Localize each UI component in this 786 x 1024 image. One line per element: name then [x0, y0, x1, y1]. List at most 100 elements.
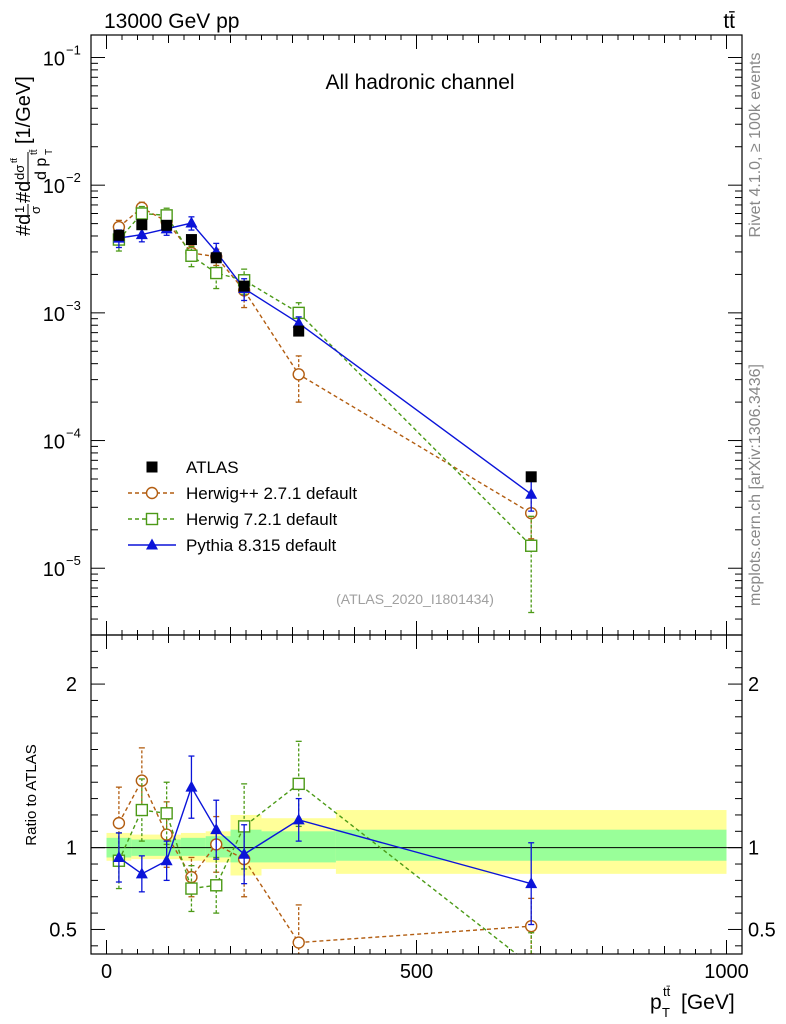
data-point — [135, 228, 148, 240]
legend-marker — [146, 538, 158, 550]
main-y-axis-label: #d 1 σ #d dσ tt̄ d p T tt̄ [1/GeV] — [9, 76, 55, 236]
analysis-tag: (ATLAS_2020_I1801434) — [336, 591, 494, 607]
mcplots-label: mcplots.cern.ch [arXiv:1306.3436] — [747, 364, 764, 606]
data-point — [292, 316, 305, 328]
ratio-data-point — [210, 823, 223, 835]
ratio-data-point — [238, 847, 251, 859]
x-label-main: p — [650, 991, 662, 1014]
legend-entry: Herwig++ 2.7.1 default — [128, 484, 357, 503]
y-label-mid: #d — [13, 181, 35, 203]
ratio-series-pythia-8-315-default — [112, 755, 538, 926]
data-point — [292, 368, 305, 381]
series-line — [118, 206, 532, 514]
y-label-frac2-den-sup: tt̄ — [28, 149, 40, 155]
x-label-unit: [GeV] — [681, 991, 735, 1014]
legend-entry: ATLAS — [146, 458, 239, 477]
ratio-y-tick-label-right: 1 — [748, 838, 759, 860]
y-label-frac1-num: 1 — [12, 206, 27, 213]
ratio-data-point — [185, 882, 198, 895]
ratio-series-herwig-2-7-1-default — [112, 747, 538, 954]
legend-marker — [145, 512, 159, 526]
series-herwig-7-2-1-default — [112, 205, 538, 614]
series-pythia-8-315-default — [112, 216, 538, 512]
legend-label: ATLAS — [186, 458, 239, 477]
rivet-version-label: Rivet 4.1.0, ≥ 100k events — [747, 53, 764, 238]
y-label-unit: [1/GeV] — [13, 76, 35, 144]
energy-label: 13000 GeV pp — [104, 10, 239, 33]
x-tick-label: 0 — [101, 961, 112, 983]
ratio-series-line — [118, 785, 532, 885]
data-point — [525, 539, 538, 552]
main-y-tick-exp: −3 — [66, 298, 81, 313]
ratio-y-tick-label-left: 2 — [66, 674, 77, 696]
y-label-frac2-num: dσ — [12, 165, 27, 180]
main-y-tick-exp: −2 — [66, 170, 81, 185]
x-axis-label: p T tt̄ [GeV] — [650, 984, 735, 1020]
ratio-data-point — [160, 854, 173, 866]
main-y-tick-label: 10 — [43, 48, 65, 70]
ratio-data-point — [210, 879, 223, 892]
legend-label: Herwig 7.2.1 default — [186, 510, 337, 529]
legend-entry: Pythia 8.315 default — [128, 536, 337, 555]
main-y-tick-exp: −1 — [66, 42, 81, 57]
data-point — [210, 266, 223, 280]
main-y-tick-exp: −4 — [66, 426, 81, 441]
legend-label: Pythia 8.315 default — [186, 536, 337, 555]
ratio-y-tick-label-left: 0.5 — [49, 919, 77, 941]
ratio-y-axis-label: Ratio to ATLAS — [23, 744, 40, 845]
ratio-data-point — [292, 777, 305, 791]
legend-marker — [145, 486, 159, 500]
main-y-tick-label: 10 — [43, 432, 65, 454]
ratio-data-point — [112, 816, 126, 830]
main-y-tick-label: 10 — [43, 559, 65, 581]
y-label-frac2-den: d p — [33, 158, 50, 180]
data-point — [185, 249, 198, 262]
y-label-prefix: #d — [13, 214, 35, 236]
ratio-data-point — [526, 960, 537, 971]
data-point — [161, 219, 173, 231]
main-y-tick-label: 10 — [43, 304, 65, 326]
ratio-y-tick-label-left: 1 — [66, 838, 77, 860]
main-y-tick-exp: −5 — [66, 553, 81, 568]
x-tick-label: 500 — [400, 961, 433, 983]
x-label-sup: tt̄ — [663, 984, 671, 999]
ratio-data-point — [160, 807, 173, 820]
ratio-data-point — [292, 813, 305, 825]
data-point — [293, 325, 305, 337]
x-label-sub: T — [662, 1005, 670, 1020]
data-point — [135, 207, 149, 220]
ratio-series-line — [118, 779, 532, 944]
ratio-data-point — [135, 803, 149, 817]
y-label-frac2-den-sub: T — [44, 149, 55, 155]
data-point — [185, 234, 197, 246]
ratio-panel: 0 500 1000 0.5 0.5 1 1 2 2 — [49, 634, 776, 983]
y-label-frac1-den: σ — [28, 206, 43, 214]
y-label-frac2-num-sup: tt̄ — [9, 157, 19, 163]
main-panel: 10−510−410−310−210−1 — [43, 34, 743, 636]
data-point — [525, 487, 538, 499]
data-point — [113, 229, 125, 241]
series-line — [118, 222, 532, 495]
ratio-data-point — [135, 867, 148, 879]
ratio-y-tick-label-right: 2 — [748, 674, 759, 696]
ratio-data-point — [185, 780, 198, 792]
ratio-y-tick-label-right: 0.5 — [748, 919, 776, 941]
ratio-inner-band — [180, 837, 206, 856]
data-point — [136, 219, 148, 231]
x-tick-label: 1000 — [704, 961, 749, 983]
series-atlas — [113, 219, 537, 483]
legend: ATLAS Herwig++ 2.7.1 default Herwig 7.2.1 … — [128, 458, 357, 555]
legend-marker — [146, 461, 158, 473]
ratio-frame — [90, 634, 743, 955]
data-point — [238, 280, 250, 292]
data-point — [185, 216, 198, 228]
process-label: tt̄ — [723, 10, 735, 33]
ratio-data-point — [292, 936, 305, 949]
legend-entry: Herwig 7.2.1 default — [128, 510, 337, 529]
data-point — [525, 471, 537, 483]
data-point — [160, 209, 173, 222]
data-point — [210, 252, 222, 264]
ratio-data-point — [112, 850, 125, 862]
main-y-tick-label: 10 — [43, 176, 65, 198]
